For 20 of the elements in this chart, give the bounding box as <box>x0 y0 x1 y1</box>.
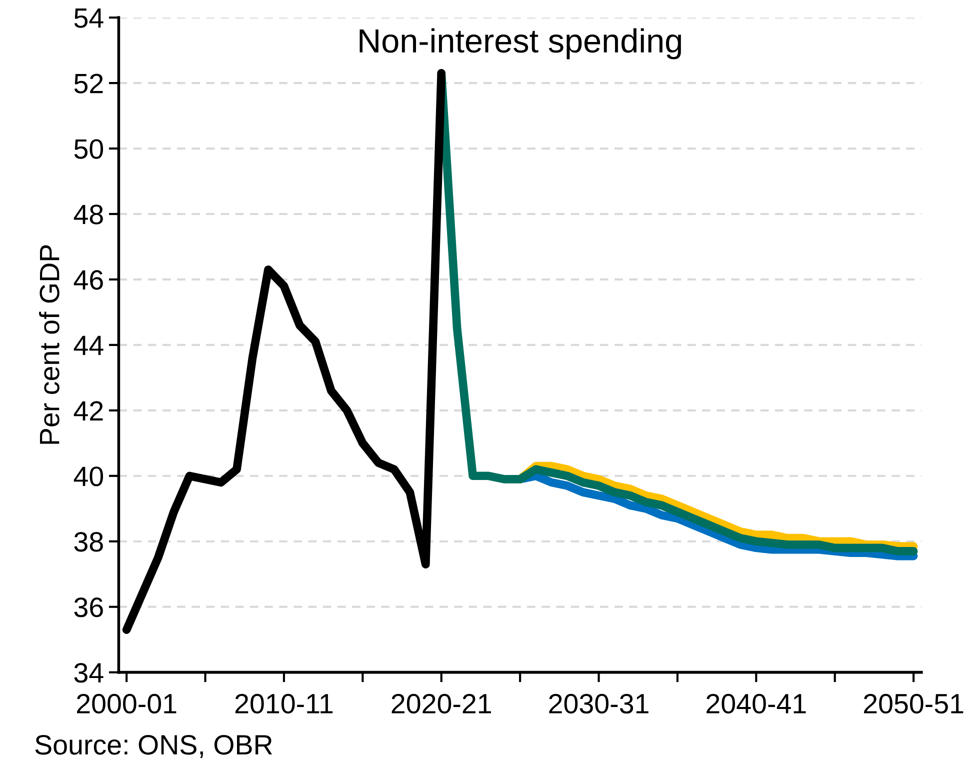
y-tick-label: 36 <box>74 598 103 618</box>
x-tick-label: 2020-21 <box>392 694 491 714</box>
x-tick-label: 2040-41 <box>706 694 806 714</box>
y-tick-label: 38 <box>74 532 103 552</box>
y-tick-label: 42 <box>74 401 103 420</box>
x-tick-label: 2050-51 <box>864 694 964 714</box>
source-note: Source: ONS, OBR <box>35 735 272 758</box>
x-tick-label: 2030-31 <box>549 694 648 714</box>
y-tick-label: 54 <box>74 8 104 28</box>
y-tick-label: 52 <box>74 74 103 94</box>
y-tick-label: 48 <box>74 204 103 224</box>
x-tick-label: 2000-01 <box>77 694 176 714</box>
y-tick-label: 44 <box>74 336 104 356</box>
y-tick-label: 40 <box>74 466 104 486</box>
y-tick-label: 50 <box>74 139 104 159</box>
chart-title: Non-interest spending <box>360 28 681 60</box>
y-tick-label: 34 <box>74 662 104 683</box>
y-tick-label: 46 <box>74 270 103 290</box>
x-tick-label: 2010-11 <box>235 694 333 714</box>
y-axis-title: Per cent of GDP <box>39 245 60 444</box>
